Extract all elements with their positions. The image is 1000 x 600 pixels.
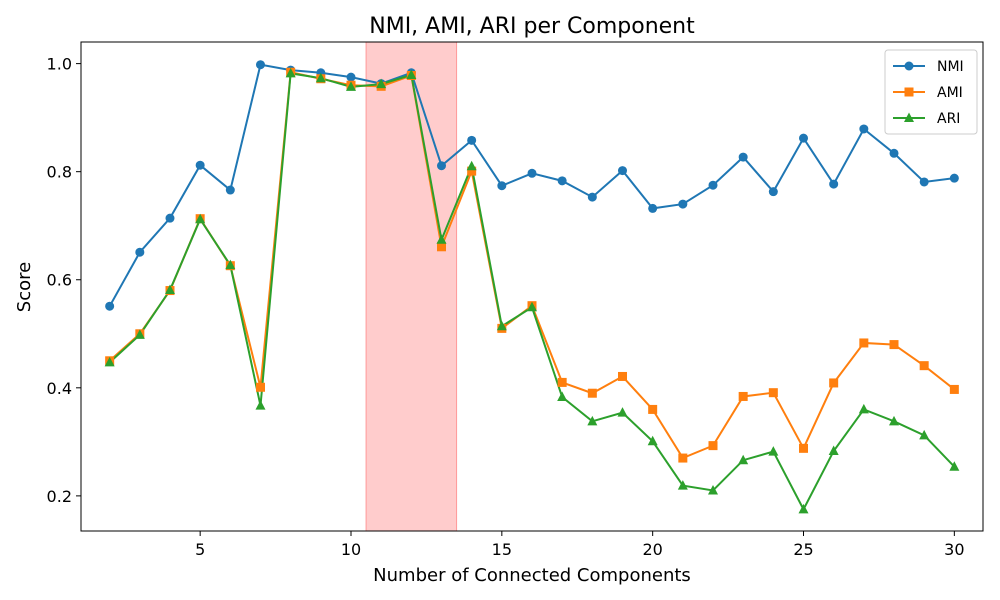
- data-point-ami: [557, 377, 567, 387]
- data-point-ami: [799, 443, 809, 453]
- data-point-ari: [195, 213, 206, 224]
- data-point-ari: [225, 259, 236, 270]
- data-point-ami: [768, 388, 778, 398]
- data-point-ami: [648, 404, 658, 414]
- data-point-nmi: [859, 124, 869, 134]
- y-axis-label: Score: [14, 262, 35, 312]
- data-point-ami: [467, 166, 477, 176]
- x-axis-label: Number of Connected Components: [373, 565, 691, 586]
- data-point-nmi: [738, 152, 748, 162]
- data-point-ari: [134, 329, 145, 339]
- legend-box: [884, 49, 978, 135]
- y-tick-label: 0.2: [47, 487, 72, 506]
- data-point-ari: [617, 407, 628, 417]
- data-point-ari: [919, 429, 930, 440]
- x-tick-label: 15: [492, 540, 512, 559]
- data-point-ari: [557, 391, 568, 401]
- data-point-nmi: [165, 213, 175, 223]
- data-point-nmi: [587, 192, 597, 202]
- data-point-ari: [255, 400, 266, 410]
- data-point-ari: [828, 445, 839, 456]
- legend-label-ari: ARI: [937, 111, 960, 127]
- data-point-ari: [436, 234, 447, 244]
- data-point-ari: [647, 435, 658, 446]
- data-point-ari: [527, 301, 537, 312]
- data-point-ari: [587, 415, 598, 426]
- data-point-ari: [466, 160, 477, 171]
- legend-marker-ari: [904, 112, 914, 122]
- data-point-ari: [677, 480, 688, 490]
- data-point-nmi: [919, 177, 929, 187]
- data-point-nmi: [949, 173, 959, 183]
- data-point-nmi: [768, 187, 778, 197]
- legend-label-ami: AMI: [937, 85, 963, 101]
- data-point-ari: [406, 69, 417, 79]
- plot-area: 5 10 15 20 25 30 0.2 0.4 0.6 0.8 1.0: [47, 41, 984, 559]
- data-point-ami: [678, 453, 688, 463]
- data-point-nmi: [346, 72, 356, 82]
- data-point-nmi: [799, 133, 809, 143]
- data-point-ami: [587, 388, 597, 398]
- x-tick-label: 30: [944, 540, 964, 559]
- data-point-ari: [496, 320, 507, 331]
- data-point-ari: [949, 461, 960, 471]
- data-point-ari: [164, 284, 175, 295]
- highlight-span: [365, 41, 458, 532]
- data-point-ari: [738, 454, 749, 465]
- data-point-nmi: [436, 161, 446, 171]
- data-point-nmi: [829, 179, 839, 189]
- plot-frame: [80, 41, 984, 532]
- data-point-ari: [376, 78, 387, 89]
- data-point-nmi: [648, 203, 658, 213]
- data-point-nmi: [678, 199, 688, 209]
- data-point-nmi: [255, 60, 265, 70]
- data-point-nmi: [618, 166, 628, 176]
- data-point-ami: [436, 242, 446, 252]
- y-tick-label: 0.4: [47, 379, 72, 398]
- data-point-nmi: [889, 148, 899, 158]
- x-tick-label: 25: [793, 540, 813, 559]
- legend: NMI AMI ARI: [884, 49, 978, 135]
- data-point-ari: [768, 446, 779, 456]
- data-point-nmi: [225, 185, 235, 195]
- legend-marker-ami: [904, 87, 914, 97]
- data-point-ami: [618, 371, 628, 381]
- data-point-ami: [889, 340, 899, 350]
- legend-label-nmi: NMI: [937, 59, 964, 75]
- data-point-nmi: [195, 160, 205, 170]
- data-point-nmi: [557, 176, 567, 186]
- data-point-ami: [919, 361, 929, 371]
- x-tick-label: 5: [195, 540, 205, 559]
- data-point-ari: [104, 356, 115, 367]
- legend-marker-nmi: [904, 61, 914, 71]
- data-point-nmi: [467, 135, 477, 145]
- data-point-nmi: [708, 180, 718, 190]
- data-point-ami: [255, 382, 265, 392]
- y-tick-label: 0.8: [47, 163, 72, 182]
- data-point-ami: [949, 384, 959, 394]
- data-point-nmi: [105, 301, 115, 311]
- data-point-nmi: [497, 181, 507, 191]
- chart-title: NMI, AMI, ARI per Component: [369, 14, 695, 39]
- data-point-ari: [708, 484, 719, 495]
- x-tick-label: 20: [642, 540, 662, 559]
- y-tick-label: 0.6: [47, 271, 72, 290]
- data-point-ami: [829, 378, 839, 388]
- data-point-ari: [315, 72, 326, 83]
- data-point-nmi: [135, 247, 145, 257]
- y-tick-label: 1.0: [47, 55, 72, 74]
- x-tick-label: 10: [341, 540, 361, 559]
- data-point-ari: [285, 67, 296, 78]
- data-point-ami: [708, 441, 718, 451]
- data-point-ari: [858, 403, 869, 414]
- data-point-nmi: [527, 168, 537, 178]
- data-point-ari: [889, 415, 900, 426]
- data-point-ari: [798, 503, 809, 514]
- data-point-ari: [345, 81, 356, 91]
- data-point-ami: [859, 338, 869, 348]
- data-point-ami: [738, 391, 748, 401]
